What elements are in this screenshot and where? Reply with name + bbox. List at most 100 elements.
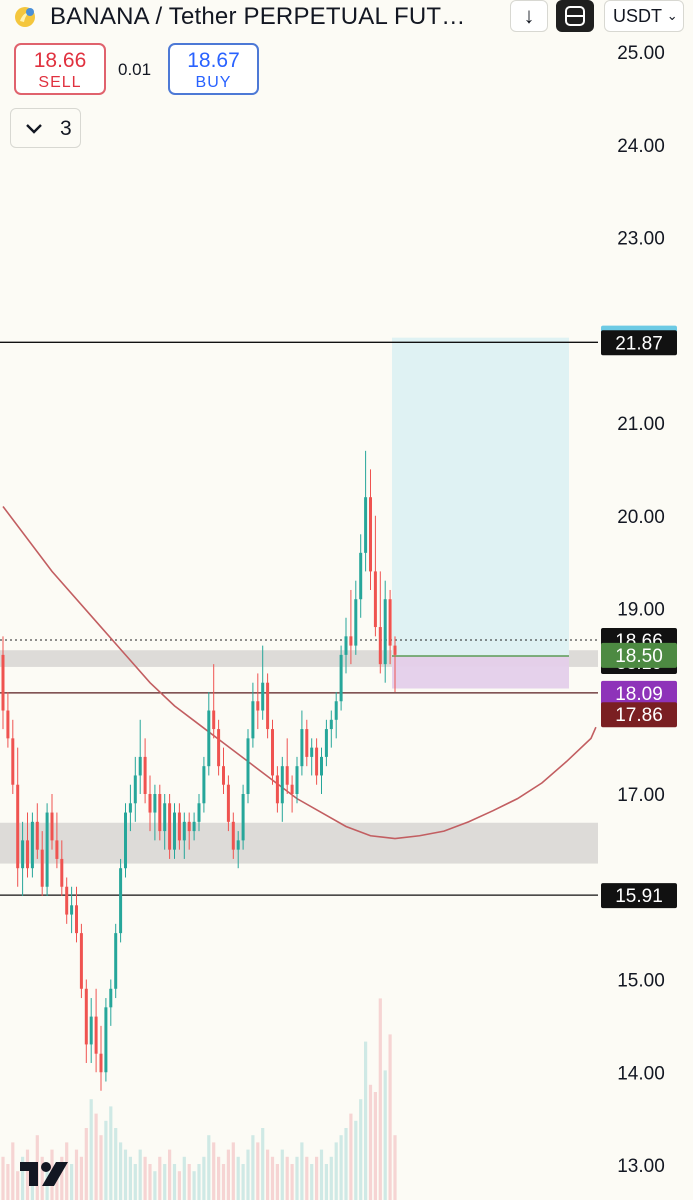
banana-coin-icon xyxy=(15,7,35,27)
candle-body xyxy=(383,599,387,665)
candle-body xyxy=(339,654,343,702)
candle-body xyxy=(324,729,328,757)
volume-bar xyxy=(148,1164,152,1200)
volume-bar xyxy=(305,1156,309,1200)
volume-bar xyxy=(79,1156,83,1200)
indicators-collapse-button[interactable]: 3 xyxy=(10,108,81,148)
sell-button[interactable]: 18.66 SELL xyxy=(14,43,106,95)
volume-bar xyxy=(261,1128,265,1200)
volume-bar xyxy=(285,1156,289,1200)
candle-body xyxy=(143,756,147,794)
volume-bar xyxy=(212,1142,216,1200)
volume-bar xyxy=(133,1164,137,1200)
candle-body xyxy=(187,821,191,832)
candle-body xyxy=(290,784,294,794)
volume-bar xyxy=(74,1149,79,1200)
volume-bar xyxy=(226,1149,230,1200)
volume-bar xyxy=(158,1156,162,1200)
candle-body xyxy=(79,933,83,989)
price-label-value: 15.91 xyxy=(615,886,663,907)
volume-bar xyxy=(388,1034,392,1200)
price-label-value: 18.09 xyxy=(615,684,663,705)
volume-bar xyxy=(217,1156,221,1200)
fullscreen-button[interactable] xyxy=(556,0,594,32)
y-tick-label: 20.00 xyxy=(617,507,665,528)
volume-bar xyxy=(251,1135,255,1200)
candle-body xyxy=(65,886,69,915)
candle-body xyxy=(89,1016,93,1045)
candle-body xyxy=(207,710,211,767)
candle-body xyxy=(212,710,216,730)
candle-body xyxy=(280,766,284,804)
buy-label: BUY xyxy=(195,74,232,91)
volume-bar xyxy=(295,1156,299,1200)
candle-body xyxy=(55,840,59,859)
candle-body xyxy=(16,784,20,869)
moving-average-layer xyxy=(2,505,597,840)
candle-body xyxy=(275,775,279,804)
buy-button[interactable]: 18.67 BUY xyxy=(168,43,259,95)
y-tick-label: 13.00 xyxy=(617,1156,665,1177)
volume-bar xyxy=(266,1149,270,1200)
position-layer xyxy=(392,337,569,689)
candle-body xyxy=(173,812,176,850)
candle-body xyxy=(295,766,299,794)
target-zone xyxy=(392,337,569,657)
currency-select[interactable]: USDT ⌄ xyxy=(604,0,684,32)
volume-bar xyxy=(163,1164,167,1200)
symbol-title[interactable]: BANANA / Tether PERPETUAL FUT… xyxy=(50,3,466,30)
volume-bar xyxy=(143,1156,147,1200)
volume-bar xyxy=(202,1156,206,1200)
arrow-down-button[interactable]: ↓ xyxy=(510,0,548,32)
candle-body xyxy=(45,812,49,887)
candle-body xyxy=(315,747,319,776)
volume-bar xyxy=(138,1149,142,1200)
volume-bar xyxy=(319,1149,324,1200)
volume-bar xyxy=(359,1099,363,1200)
price-label-value: 18.50 xyxy=(615,646,663,667)
volume-bar xyxy=(207,1135,211,1200)
volume-bar xyxy=(393,1135,397,1200)
volume-bar xyxy=(55,1164,59,1200)
volume-bar xyxy=(334,1142,338,1200)
candle-body xyxy=(251,701,255,739)
candle-body xyxy=(192,821,196,832)
volume-bar xyxy=(6,1164,10,1200)
y-tick-label: 19.00 xyxy=(617,600,665,621)
volume-bar xyxy=(339,1135,343,1200)
candle-body xyxy=(285,766,289,785)
volume-bar xyxy=(315,1156,319,1200)
y-tick-label: 15.00 xyxy=(617,971,665,992)
volume-bar xyxy=(256,1142,260,1200)
candle-body xyxy=(236,840,240,850)
candle-body xyxy=(177,812,181,841)
volume-bar xyxy=(128,1156,132,1200)
volume-bar xyxy=(290,1164,294,1200)
arrow-down-icon: ↓ xyxy=(523,3,535,28)
volume-bar xyxy=(99,1135,103,1200)
volume-bar xyxy=(70,1164,74,1200)
volume-bar xyxy=(94,1113,98,1200)
candle-body xyxy=(256,701,260,711)
header-bar: BANANA / Tether PERPETUAL FUT… ↓ USDT ⌄ xyxy=(0,0,693,34)
y-tick-label: 24.00 xyxy=(617,136,665,157)
sell-label: SELL xyxy=(38,74,82,91)
volume-bar xyxy=(344,1128,348,1200)
fullscreen-icon xyxy=(565,6,585,26)
candle-body xyxy=(99,1053,103,1073)
chevron-down-icon: ⌄ xyxy=(666,8,678,23)
candle-body xyxy=(114,933,118,989)
volume-bar xyxy=(324,1164,328,1200)
candle-body xyxy=(388,599,392,646)
candle-body xyxy=(241,794,245,841)
candle-body xyxy=(354,599,358,646)
volume-bar xyxy=(177,1171,181,1200)
volume-bar xyxy=(329,1156,333,1200)
volume-bar xyxy=(21,1156,25,1200)
candle-body xyxy=(168,803,172,850)
price-label-box xyxy=(601,680,677,706)
candle-body xyxy=(182,821,186,841)
candle-body xyxy=(124,812,127,869)
candle-body xyxy=(344,636,348,655)
